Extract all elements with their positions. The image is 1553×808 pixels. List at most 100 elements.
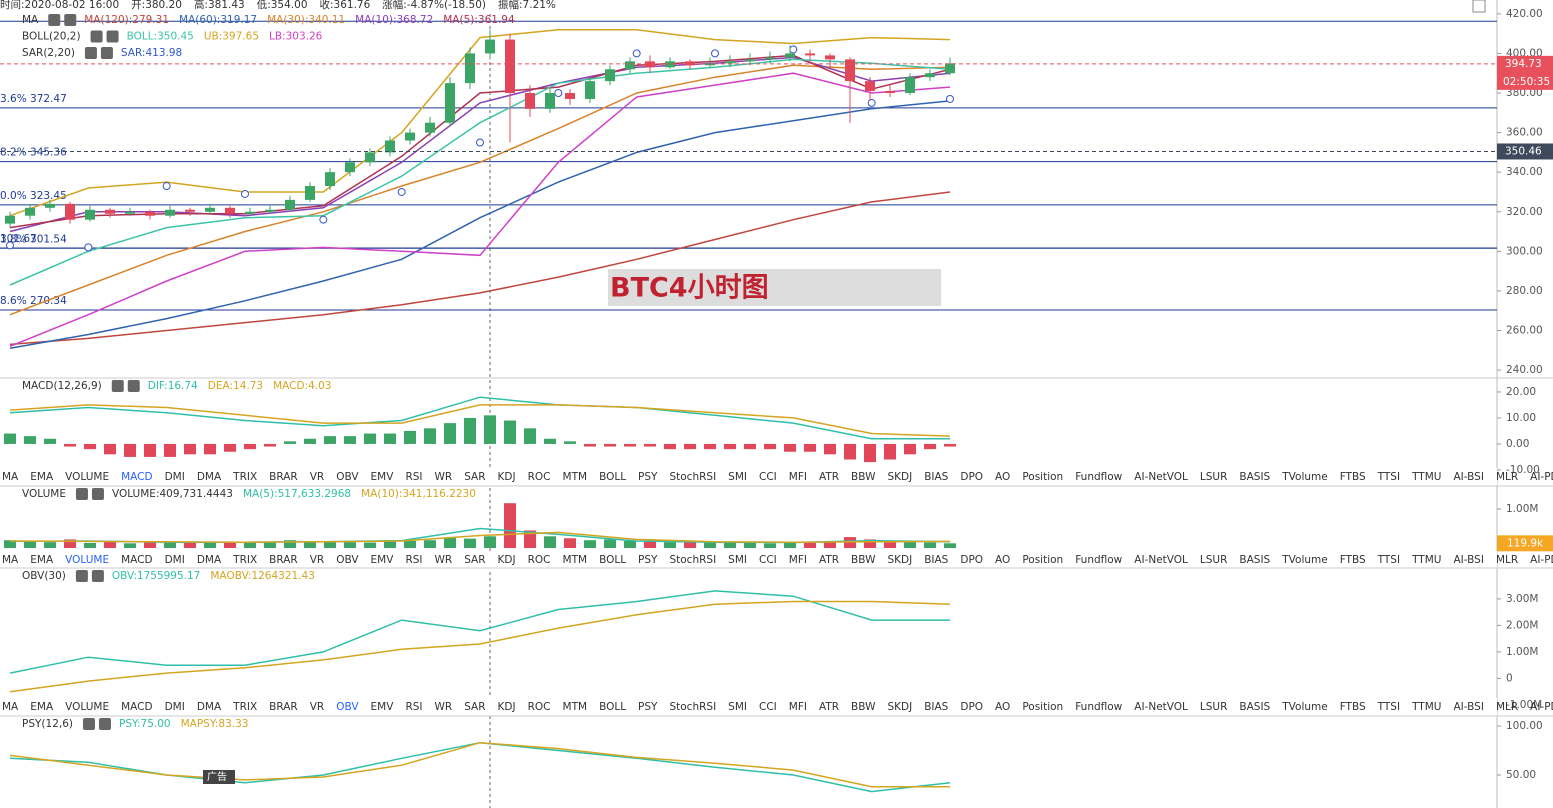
indicator-tab[interactable]: AO	[995, 701, 1010, 713]
indicator-tab[interactable]: PSY	[638, 701, 658, 713]
indicator-tab[interactable]: TTMU	[1411, 701, 1441, 713]
indicator-tab[interactable]: ROC	[528, 701, 551, 713]
indicator-tab[interactable]: MACD	[121, 701, 152, 713]
settings-button[interactable]	[111, 380, 124, 392]
indicator-tab[interactable]: TTSI	[1377, 471, 1400, 483]
indicator-tab[interactable]: VR	[310, 554, 324, 566]
indicator-tab[interactable]: OBV	[336, 701, 359, 713]
indicator-tab[interactable]: TTSI	[1377, 701, 1400, 713]
settings-button[interactable]	[90, 30, 103, 43]
indicator-tab[interactable]: AI-BSI	[1453, 554, 1483, 566]
indicator-tab[interactable]: SMI	[728, 701, 747, 713]
indicator-tab[interactable]: TVolume	[1281, 554, 1327, 566]
indicator-tab[interactable]: VOLUME	[65, 471, 109, 483]
indicator-tab[interactable]: MFI	[789, 701, 807, 713]
indicator-tab[interactable]: LSUR	[1200, 701, 1228, 713]
indicator-tab[interactable]: BIAS	[924, 701, 948, 713]
indicator-tab[interactable]: AI-BSI	[1453, 701, 1483, 713]
indicator-tab[interactable]: EMA	[30, 554, 54, 566]
indicator-tab[interactable]: MA	[2, 471, 19, 483]
indicator-tab[interactable]: Position	[1022, 471, 1063, 483]
close-button[interactable]	[98, 718, 111, 730]
indicator-tab[interactable]: EMV	[371, 554, 395, 566]
settings-button[interactable]	[82, 718, 95, 730]
indicator-tab[interactable]: StochRSI	[669, 554, 716, 566]
indicator-tab[interactable]: AI-NetVOL	[1134, 471, 1188, 483]
indicator-tab[interactable]: TTMU	[1411, 554, 1441, 566]
close-button[interactable]	[91, 488, 104, 500]
indicator-tab[interactable]: BOLL	[599, 471, 626, 483]
indicator-tab[interactable]: VOLUME	[65, 554, 109, 566]
indicator-tab[interactable]: LSUR	[1200, 471, 1228, 483]
indicator-tab[interactable]: SMI	[728, 471, 747, 483]
indicator-tab[interactable]: DMA	[197, 701, 222, 713]
indicator-tab[interactable]: BOLL	[599, 554, 626, 566]
settings-button[interactable]	[84, 47, 97, 59]
indicator-tab[interactable]: ATR	[819, 471, 839, 483]
indicator-tab[interactable]: VR	[310, 701, 324, 713]
indicator-tab[interactable]: AO	[995, 471, 1010, 483]
settings-button[interactable]	[48, 14, 61, 26]
indicator-tab[interactable]: EMA	[30, 701, 54, 713]
indicator-tab[interactable]: KDJ	[498, 554, 516, 566]
indicator-tab[interactable]: BASIS	[1239, 554, 1270, 566]
indicator-tab[interactable]: DPO	[960, 701, 983, 713]
close-button[interactable]	[100, 47, 113, 59]
indicator-tab[interactable]: TVolume	[1281, 471, 1327, 483]
indicator-tab[interactable]: StochRSI	[669, 471, 716, 483]
indicator-tab[interactable]: WR	[435, 554, 453, 566]
indicator-tab[interactable]: BBW	[851, 701, 876, 713]
indicator-tab[interactable]: DMI	[165, 701, 185, 713]
indicator-tab[interactable]: MACD	[121, 471, 152, 483]
indicator-tab[interactable]: TRIX	[232, 701, 257, 713]
indicator-tab[interactable]: DPO	[960, 554, 983, 566]
indicator-tab[interactable]: MTM	[563, 554, 588, 566]
indicator-tab[interactable]: RSI	[405, 471, 422, 483]
indicator-tab[interactable]: KDJ	[498, 471, 516, 483]
indicator-tab[interactable]: Fundflow	[1075, 471, 1122, 483]
indicator-tab[interactable]: EMV	[371, 701, 395, 713]
indicator-tab[interactable]: AI-NetVOL	[1134, 554, 1188, 566]
indicator-tab[interactable]: BBW	[851, 471, 876, 483]
indicator-tab[interactable]: BASIS	[1239, 471, 1270, 483]
indicator-tab[interactable]: DPO	[960, 471, 983, 483]
indicator-tab[interactable]: Fundflow	[1075, 701, 1122, 713]
indicator-tab[interactable]: SAR	[464, 701, 485, 713]
indicator-tab[interactable]: AI-PD	[1530, 471, 1553, 483]
indicator-tab[interactable]: DMI	[165, 471, 185, 483]
indicator-tab[interactable]: PSY	[638, 554, 658, 566]
indicator-tab[interactable]: ROC	[528, 554, 551, 566]
indicator-tab[interactable]: BIAS	[924, 471, 948, 483]
indicator-tab[interactable]: MLR	[1496, 471, 1518, 483]
indicator-tab[interactable]: BASIS	[1239, 701, 1270, 713]
indicator-tab[interactable]: TTMU	[1411, 471, 1441, 483]
indicator-tab[interactable]: Position	[1022, 701, 1063, 713]
indicator-tab[interactable]: MTM	[563, 701, 588, 713]
indicator-tab[interactable]: MFI	[789, 554, 807, 566]
indicator-tab[interactable]: MTM	[563, 471, 588, 483]
indicator-tab[interactable]: MA	[2, 554, 19, 566]
indicator-tab[interactable]: CCI	[759, 701, 777, 713]
indicator-tab[interactable]: ATR	[819, 701, 839, 713]
indicator-tab[interactable]: AI-PD	[1530, 701, 1553, 713]
settings-button[interactable]	[75, 488, 88, 500]
indicator-tab[interactable]: BRAR	[269, 471, 298, 483]
indicator-tab[interactable]: RSI	[405, 554, 422, 566]
close-button[interactable]	[106, 30, 119, 43]
indicator-tab[interactable]: EMA	[30, 471, 54, 483]
indicator-tab[interactable]: AI-PD	[1530, 554, 1553, 566]
indicator-tab[interactable]: BRAR	[269, 701, 298, 713]
indicator-tab[interactable]: VR	[310, 471, 324, 483]
indicator-tab[interactable]: DMA	[197, 471, 222, 483]
indicator-tab[interactable]: FTBS	[1340, 701, 1366, 713]
indicator-tab[interactable]: BOLL	[599, 701, 626, 713]
indicator-tab[interactable]: CCI	[759, 554, 777, 566]
indicator-tab[interactable]: SKDJ	[887, 471, 912, 483]
indicator-tab[interactable]: BRAR	[269, 554, 298, 566]
indicator-tab[interactable]: FTBS	[1340, 554, 1366, 566]
indicator-tab[interactable]: BIAS	[924, 554, 948, 566]
indicator-tab[interactable]: KDJ	[498, 701, 516, 713]
close-button[interactable]	[127, 380, 140, 392]
indicator-tab[interactable]: SKDJ	[887, 701, 912, 713]
indicator-tab[interactable]: PSY	[638, 471, 658, 483]
